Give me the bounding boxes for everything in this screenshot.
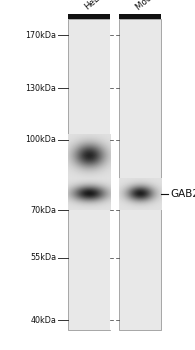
Text: Mouse kidney: Mouse kidney xyxy=(134,0,185,12)
Bar xyxy=(119,19,160,330)
Bar xyxy=(119,14,160,19)
Text: GAB2: GAB2 xyxy=(170,189,195,199)
Text: 70kDa: 70kDa xyxy=(30,205,56,215)
Text: 170kDa: 170kDa xyxy=(25,31,56,40)
Text: 40kDa: 40kDa xyxy=(31,316,56,325)
Text: 130kDa: 130kDa xyxy=(26,84,56,93)
Bar xyxy=(68,14,110,19)
Text: 55kDa: 55kDa xyxy=(30,253,56,262)
Text: HeLa: HeLa xyxy=(83,0,106,12)
Bar xyxy=(68,19,110,330)
Bar xyxy=(110,19,119,330)
Text: 100kDa: 100kDa xyxy=(26,135,56,145)
